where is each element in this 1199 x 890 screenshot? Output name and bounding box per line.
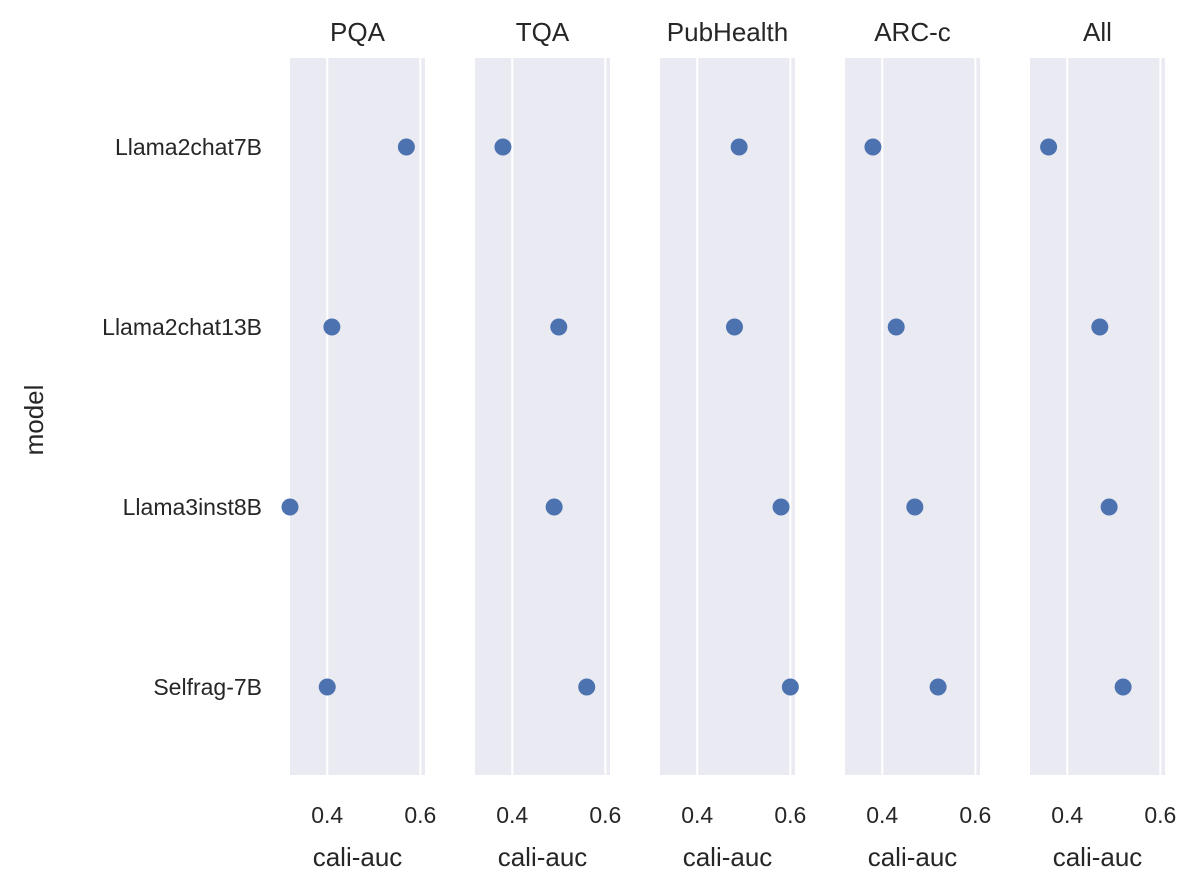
data-point-Selfrag-7B [578, 678, 596, 696]
x-tick-label: 0.4 [681, 802, 713, 828]
category-axis-labels: Llama2chat7B Llama2chat13B Llama3inst8B Sel… [102, 134, 262, 700]
facet-background [660, 58, 795, 775]
x-tick-label: 0.4 [866, 802, 898, 828]
data-point-Llama2chat7B [730, 138, 748, 156]
facet-title: PubHealth [667, 17, 788, 47]
facet-title: All [1083, 17, 1112, 47]
facet-1: 0.4 0.6 TQA cali-auc [475, 17, 621, 872]
facet-3: 0.4 0.6 ARC-c cali-auc [845, 17, 991, 872]
data-point-Llama3inst8B [906, 498, 924, 516]
x-tick-label: 0.6 [589, 802, 621, 828]
y-axis-title: model [19, 385, 49, 456]
data-point-Llama2chat13B [887, 318, 905, 336]
facet-2: 0.4 0.6 PubHealth cali-auc [660, 17, 806, 872]
category-label-1: Llama2chat13B [102, 314, 262, 340]
data-point-Llama2chat13B [550, 318, 568, 336]
data-point-Llama2chat7B [494, 138, 512, 156]
data-point-Llama3inst8B [772, 498, 790, 516]
data-point-Llama2chat13B [1091, 318, 1109, 336]
facet-title: ARC-c [874, 17, 951, 47]
x-tick-label: 0.6 [1144, 802, 1176, 828]
facet-title: TQA [516, 17, 570, 47]
data-point-Llama2chat13B [323, 318, 341, 336]
data-point-Selfrag-7B [1114, 678, 1132, 696]
x-axis-title: cali-auc [498, 842, 588, 872]
x-tick-label: 0.6 [959, 802, 991, 828]
x-axis-title: cali-auc [313, 842, 403, 872]
data-point-Selfrag-7B [781, 678, 799, 696]
data-point-Llama3inst8B [281, 498, 299, 516]
category-label-0: Llama2chat7B [115, 134, 262, 160]
x-tick-label: 0.4 [1051, 802, 1083, 828]
category-label-2: Llama3inst8B [123, 494, 262, 520]
data-point-Llama3inst8B [545, 498, 563, 516]
facet-background [290, 58, 425, 775]
data-point-Llama2chat13B [725, 318, 743, 336]
facet-panels: 0.4 0.6 PQA cali-auc 0.4 0.6 TQA cali-auc 0.4 0.6… [281, 17, 1176, 872]
x-axis-title: cali-auc [683, 842, 773, 872]
facet-0: 0.4 0.6 PQA cali-auc [281, 17, 436, 872]
x-tick-label: 0.6 [774, 802, 806, 828]
facet-4: 0.4 0.6 All cali-auc [1030, 17, 1176, 872]
facet-background [845, 58, 980, 775]
data-point-Llama2chat7B [397, 138, 415, 156]
data-point-Llama2chat7B [1040, 138, 1058, 156]
x-tick-label: 0.4 [311, 802, 343, 828]
x-tick-label: 0.4 [496, 802, 528, 828]
x-axis-title: cali-auc [868, 842, 958, 872]
x-tick-label: 0.6 [404, 802, 436, 828]
facet-title: PQA [330, 17, 386, 47]
facet-background [1030, 58, 1165, 775]
facet-background [475, 58, 610, 775]
category-label-3: Selfrag-7B [153, 674, 262, 700]
data-point-Selfrag-7B [318, 678, 336, 696]
x-axis-title: cali-auc [1053, 842, 1143, 872]
data-point-Llama3inst8B [1100, 498, 1118, 516]
data-point-Llama2chat7B [864, 138, 882, 156]
data-point-Selfrag-7B [929, 678, 947, 696]
